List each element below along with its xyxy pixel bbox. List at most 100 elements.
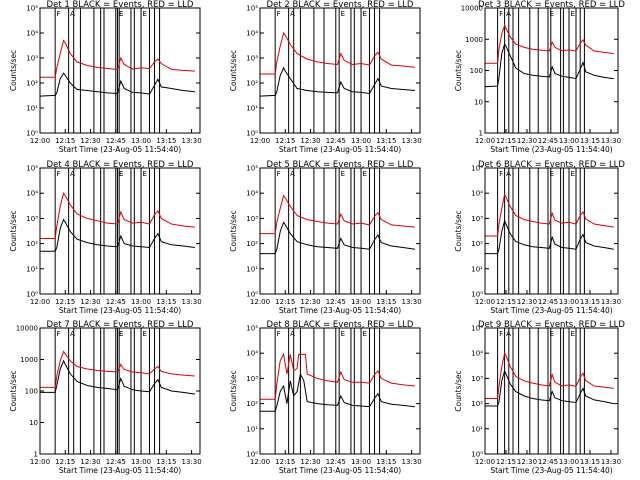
y-tick-label: 1 — [479, 130, 483, 138]
y-tick-label: 10² — [26, 80, 38, 88]
panel-title: Det 4 BLACK = Events, RED = LLD — [47, 160, 194, 170]
x-tick-label: 13:00 — [131, 298, 151, 306]
x-axis-label: Start Time (23-Aug-05 11:54:40) — [279, 306, 401, 315]
y-tick-label: 10⁵ — [471, 165, 483, 173]
event-marker-label: E — [550, 10, 554, 18]
x-tick-label: 12:30 — [80, 458, 100, 466]
panel-title: Det 9 BLACK = Events, RED = LLD — [478, 320, 625, 330]
event-marker-label: E — [341, 330, 345, 338]
y-axis-label: Counts/sec — [9, 50, 18, 91]
x-tick-label: 12:45 — [538, 137, 558, 145]
x-tick-label: 12:30 — [517, 137, 537, 145]
x-tick-label: 12:15 — [496, 458, 516, 466]
plot-frame — [484, 167, 619, 295]
x-tick-label: 12:15 — [496, 137, 516, 145]
x-tick-label: 12:15 — [275, 137, 295, 145]
y-tick-label: 10⁵ — [471, 325, 483, 333]
x-axis-label: Start Time (23-Aug-05 11:54:40) — [490, 306, 612, 315]
x-tick-label: 12:45 — [538, 298, 558, 306]
lld-series-line — [40, 350, 195, 388]
x-tick-label: 13:00 — [131, 137, 151, 145]
events-series-line — [485, 369, 614, 407]
x-tick-label: 12:30 — [80, 298, 100, 306]
event-marker-label: E — [341, 170, 345, 178]
y-axis-label: Counts/sec — [9, 370, 18, 411]
events-series-line — [40, 359, 195, 395]
y-tick-label: 10⁵ — [246, 5, 258, 13]
event-marker-label: F — [499, 10, 503, 18]
plot-frame — [259, 167, 421, 295]
events-series-line — [39, 72, 195, 97]
event-marker-label: A — [290, 330, 295, 338]
event-marker-label: E — [571, 170, 575, 178]
x-tick-label: 12:00 — [30, 458, 50, 466]
x-tick-label: 12:30 — [300, 298, 320, 306]
events-series-line — [259, 66, 415, 97]
event-marker-label: F — [57, 170, 61, 178]
y-axis-label: Counts/sec — [9, 210, 18, 251]
y-tick-label: 10² — [471, 240, 483, 248]
y-tick-label: 100 — [25, 388, 38, 396]
y-tick-label: 100 — [470, 67, 483, 75]
event-marker-label: F — [499, 330, 503, 338]
y-tick-label: 10⁰ — [26, 291, 38, 299]
x-tick-label: 13:30 — [601, 137, 621, 145]
lld-series-line — [485, 192, 614, 237]
x-tick-label: 12:15 — [55, 458, 75, 466]
event-marker-label: E — [363, 10, 367, 18]
y-tick-label: 10000 — [16, 325, 38, 333]
y-axis-label: Counts/sec — [454, 370, 463, 411]
y-tick-label: 10⁵ — [26, 165, 38, 173]
event-marker-label: A — [506, 10, 511, 18]
y-tick-label: 10¹ — [246, 425, 258, 433]
x-tick-label: 12:15 — [275, 458, 295, 466]
y-tick-label: 10² — [246, 80, 258, 88]
events-series-line — [40, 218, 195, 252]
event-marker-label: A — [290, 170, 295, 178]
x-tick-label: 12:30 — [517, 458, 537, 466]
event-marker-label: F — [277, 330, 281, 338]
x-tick-label: 12:00 — [475, 137, 495, 145]
event-marker-label: F — [277, 170, 281, 178]
x-tick-label: 13:15 — [376, 458, 396, 466]
x-tick-label: 12:15 — [55, 298, 75, 306]
x-tick-label: 13:30 — [181, 458, 201, 466]
event-marker-label: A — [506, 170, 511, 178]
event-marker-label: E — [363, 170, 367, 178]
y-tick-label: 10¹ — [246, 265, 258, 273]
y-tick-label: 1000 — [465, 36, 483, 44]
y-tick-label: 10² — [246, 400, 258, 408]
y-tick-label: 10⁰ — [471, 451, 483, 459]
y-axis-label: Counts/sec — [454, 50, 463, 91]
y-tick-label: 10⁰ — [246, 130, 258, 138]
x-tick-label: 12:45 — [106, 137, 126, 145]
lld-series-line — [40, 192, 195, 239]
panel-title: Det 5 BLACK = Events, RED = LLD — [267, 160, 414, 170]
x-tick-label: 13:30 — [401, 298, 421, 306]
y-tick-label: 10 — [474, 98, 483, 106]
x-axis-label: Start Time (23-Aug-05 11:54:40) — [490, 466, 612, 475]
x-tick-label: 12:45 — [106, 458, 126, 466]
plot-frame — [259, 7, 421, 134]
y-tick-label: 10¹ — [471, 265, 483, 273]
y-tick-label: 10¹ — [246, 105, 258, 113]
x-tick-label: 12:00 — [250, 298, 270, 306]
y-tick-label: 10 — [29, 419, 38, 427]
y-tick-label: 10³ — [26, 215, 38, 223]
x-tick-label: 13:30 — [601, 458, 621, 466]
plot-frame — [39, 7, 201, 134]
event-marker-label: A — [70, 170, 75, 178]
lld-series-line — [260, 194, 415, 235]
x-tick-label: 12:00 — [250, 458, 270, 466]
y-tick-label: 10⁴ — [246, 190, 258, 198]
plot-frame — [259, 327, 421, 455]
event-marker-label: A — [70, 330, 75, 338]
x-tick-label: 13:00 — [131, 458, 151, 466]
event-marker-label: F — [57, 330, 61, 338]
y-tick-label: 10⁰ — [246, 451, 258, 459]
x-tick-label: 13:30 — [401, 137, 421, 145]
y-tick-label: 10³ — [246, 375, 258, 383]
